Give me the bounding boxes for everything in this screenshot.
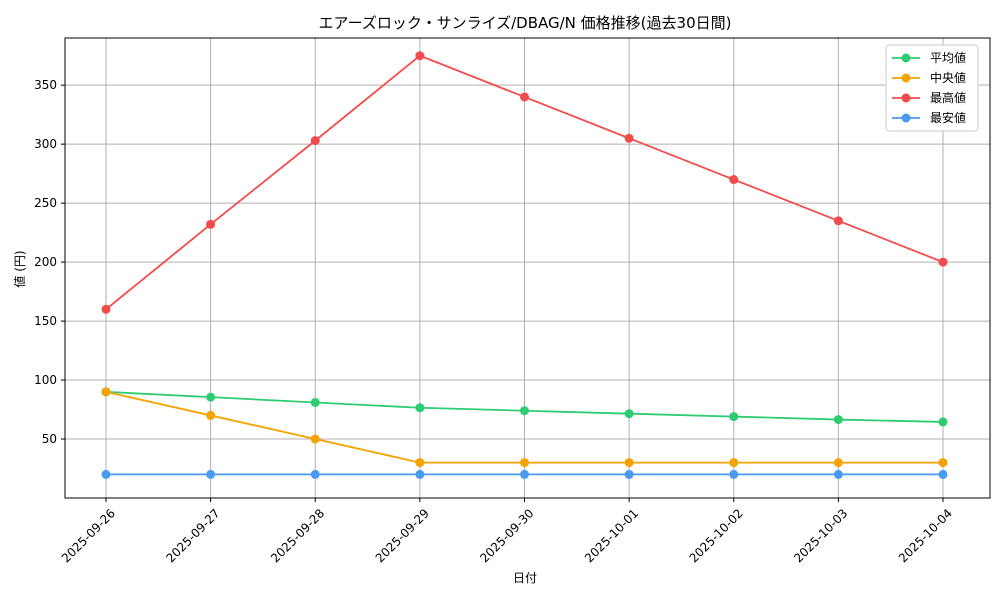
- axis-ticks: 2025-09-26 2025-09-27 2025-09-28 2025-09-29…: [34, 78, 955, 565]
- x-tick-label: 2025-10-02: [687, 506, 746, 565]
- grid: [65, 38, 990, 498]
- x-tick-label: 2025-09-30: [477, 506, 536, 565]
- legend-swatch-marker: [901, 73, 911, 83]
- data-point: [729, 175, 739, 185]
- data-point: [415, 469, 425, 479]
- y-axis-label: 値 (円): [12, 250, 27, 287]
- data-point: [415, 51, 425, 61]
- y-tick-label: 200: [34, 255, 57, 269]
- data-point: [938, 458, 948, 468]
- data-point: [101, 304, 111, 314]
- chart-title: エアーズロック・サンライズ/DBAG/N 価格推移(過去30日間): [319, 14, 732, 32]
- x-tick-label: 2025-09-27: [163, 506, 222, 565]
- plot-area: [64, 37, 991, 499]
- data-point: [310, 434, 320, 444]
- data-point: [206, 219, 216, 229]
- data-point: [415, 458, 425, 468]
- data-point: [938, 469, 948, 479]
- data-point: [624, 409, 634, 419]
- legend-label: 平均値: [930, 50, 966, 65]
- x-tick-label: 2025-09-26: [59, 506, 118, 565]
- data-point: [415, 403, 425, 413]
- legend-box: [885, 44, 979, 132]
- legend-swatch-marker: [901, 113, 911, 123]
- data-point: [520, 406, 529, 416]
- legend-swatch-marker: [901, 53, 911, 63]
- x-tick-label: 2025-10-03: [791, 506, 850, 565]
- data-point: [833, 458, 843, 468]
- data-point: [624, 458, 634, 468]
- legend-swatch-marker: [901, 93, 911, 103]
- x-tick-label: 2025-10-01: [582, 506, 641, 565]
- data-point: [206, 469, 216, 479]
- data-point: [310, 397, 320, 407]
- legend-label: 中央値: [930, 70, 966, 85]
- y-tick-label: 350: [34, 78, 57, 92]
- y-tick-label: 150: [34, 314, 57, 328]
- data-point: [833, 469, 843, 479]
- data-point: [833, 415, 843, 425]
- legend-label: 最高値: [930, 90, 966, 105]
- data-point: [310, 136, 320, 146]
- data-point: [729, 469, 739, 479]
- y-tick-label: 50: [42, 432, 57, 446]
- data-point: [206, 392, 216, 402]
- data-point: [101, 387, 111, 397]
- data-point: [520, 469, 529, 479]
- series-lines: [101, 51, 948, 479]
- data-point: [938, 257, 948, 267]
- data-point: [520, 458, 529, 468]
- data-point: [938, 417, 948, 427]
- data-point: [729, 458, 739, 468]
- y-tick-label: 300: [34, 137, 57, 151]
- data-point: [833, 216, 843, 226]
- x-tick-label: 2025-09-29: [373, 506, 432, 565]
- data-point: [101, 469, 111, 479]
- data-point: [624, 469, 634, 479]
- data-point: [206, 410, 216, 420]
- data-point: [520, 92, 529, 102]
- x-axis-label: 日付: [513, 571, 537, 585]
- data-point: [729, 412, 739, 422]
- x-tick-label: 2025-09-28: [268, 506, 327, 565]
- data-point: [310, 469, 320, 479]
- data-point: [624, 133, 634, 143]
- legend-label: 最安値: [930, 110, 966, 125]
- x-tick-label: 2025-10-04: [896, 506, 955, 565]
- y-tick-label: 250: [34, 196, 57, 210]
- y-tick-label: 100: [34, 373, 57, 387]
